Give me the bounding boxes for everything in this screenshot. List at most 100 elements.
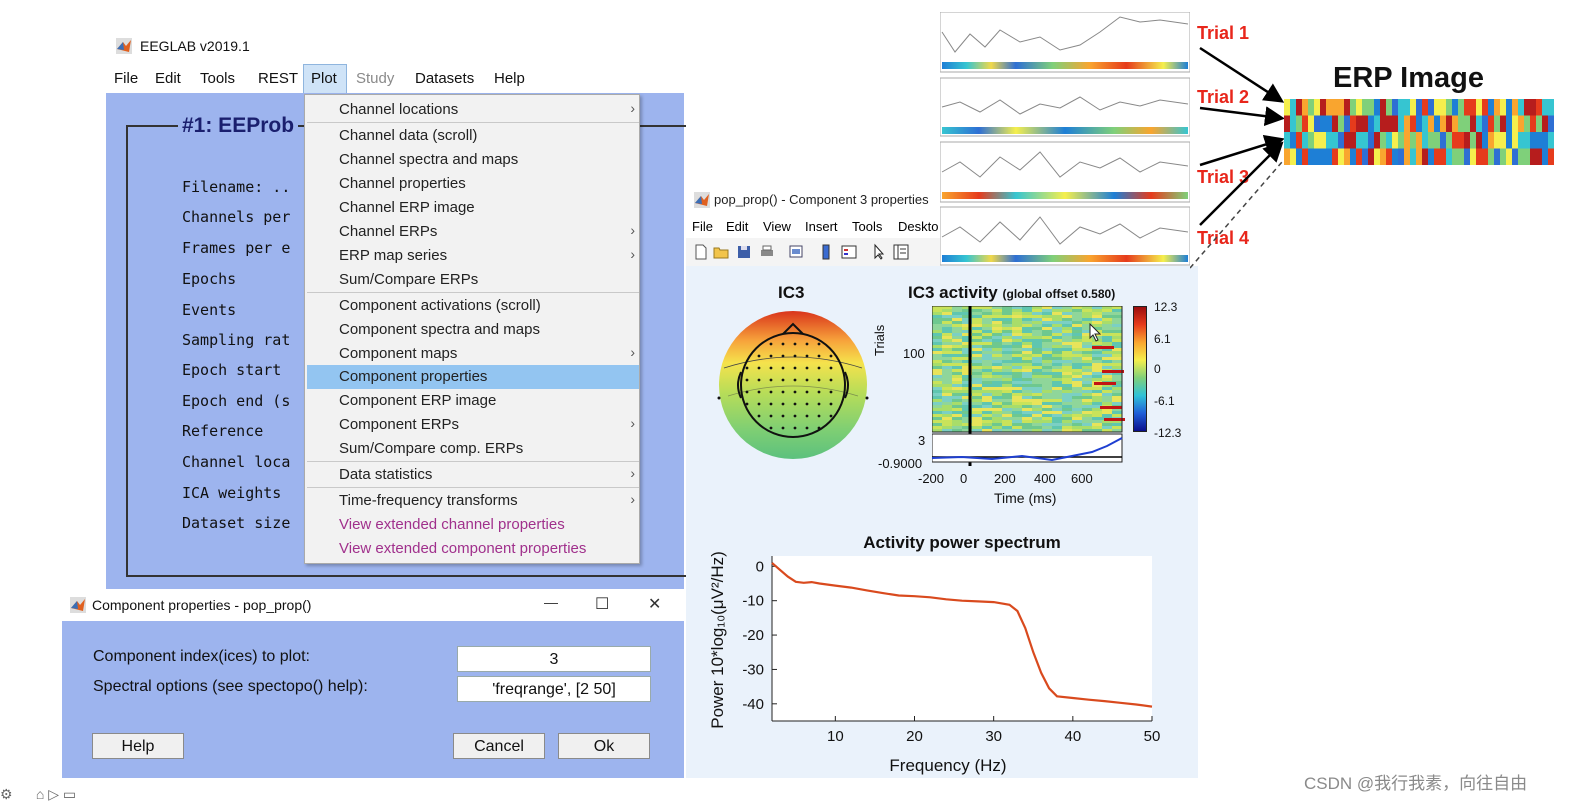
erp-stack-cell	[1308, 115, 1314, 132]
erp-image-cell	[1062, 372, 1072, 375]
figure-menu-insert[interactable]: Insert	[805, 219, 838, 234]
erp-image-cell	[1002, 378, 1012, 381]
erp-stack-cell	[1464, 132, 1470, 149]
erp-image-cell	[992, 429, 1002, 432]
erp-image-cell	[1022, 357, 1032, 360]
menu-item-time-frequency[interactable]: Time-frequency transforms ›	[339, 491, 635, 509]
minimize-icon[interactable]: —	[544, 594, 558, 610]
menu-file[interactable]: File	[114, 70, 139, 87]
erp-stack-cell	[1524, 115, 1530, 132]
spectral-options-input[interactable]: 'freqrange', [2 50]	[457, 676, 651, 702]
menu-item-channel-spectra[interactable]: Channel spectra and maps	[339, 151, 519, 168]
figure-menu-edit[interactable]: Edit	[726, 219, 749, 234]
erp-image-cell	[972, 315, 982, 318]
trials-tick-100: 100	[903, 346, 925, 361]
erp-image-cell	[1062, 339, 1072, 342]
field-ica-weights: ICA weights	[182, 484, 282, 502]
help-button[interactable]: Help	[92, 733, 184, 759]
print-icon[interactable]	[758, 243, 776, 261]
erp-stack-cell	[1500, 132, 1506, 149]
erp-image-cell	[1042, 426, 1052, 429]
erp-stack-cell	[1416, 148, 1422, 165]
menu-item-channel-erps[interactable]: Channel ERPs ›	[339, 222, 635, 240]
erp-image-cell	[992, 306, 1002, 309]
menu-item-component-erp-image[interactable]: Component ERP image	[339, 392, 497, 409]
menu-help[interactable]: Help	[494, 70, 525, 87]
figure-menu-view[interactable]: View	[763, 219, 791, 234]
menu-item-component-spectra[interactable]: Component spectra and maps	[339, 321, 540, 338]
menu-item-component-maps[interactable]: Component maps ›	[339, 344, 635, 362]
menu-item-channel-erp-image[interactable]: Channel ERP image	[339, 199, 475, 216]
property-inspector-icon[interactable]	[892, 243, 910, 261]
menu-item-channel-locations[interactable]: Channel locations ›	[339, 100, 635, 118]
erp-image-cell	[1112, 309, 1122, 312]
maximize-icon[interactable]: ☐	[595, 596, 610, 613]
menu-study[interactable]: Study	[356, 70, 395, 87]
erp-image-cell	[982, 414, 992, 417]
erp-image-cell	[1042, 378, 1052, 381]
menu-plot[interactable]: Plot	[311, 70, 337, 87]
erp-image-cell	[1112, 312, 1122, 315]
arrow-icon	[1199, 106, 1285, 127]
menu-item-channel-data-scroll[interactable]: Channel data (scroll)	[339, 127, 478, 144]
menu-item-erp-map-series[interactable]: ERP map series ›	[339, 246, 635, 264]
menu-tools[interactable]: Tools	[200, 70, 236, 87]
legend-icon[interactable]	[840, 243, 858, 261]
erp-image-cell	[1052, 336, 1062, 339]
menu-item-extended-component-properties[interactable]: View extended component properties	[339, 540, 587, 557]
menu-item-component-erps[interactable]: Component ERPs ›	[339, 415, 635, 433]
pointer-icon[interactable]	[870, 243, 888, 261]
figure-menu-tools[interactable]: Tools	[852, 219, 883, 234]
menu-item-extended-channel-properties[interactable]: View extended channel properties	[339, 516, 565, 533]
erp-trace	[932, 437, 1123, 462]
erp-stack-cell	[1404, 148, 1410, 165]
erp-stack-cell	[1506, 99, 1512, 116]
erp-image-cell	[1112, 384, 1122, 387]
open-folder-icon[interactable]	[712, 243, 730, 261]
arrow-icon	[1199, 141, 1284, 226]
erp-image-cell	[1012, 336, 1022, 339]
erp-image-cell	[962, 309, 972, 312]
erp-stack-cell	[1392, 148, 1398, 165]
menu-edit[interactable]: Edit	[155, 70, 181, 87]
new-file-icon[interactable]	[692, 243, 710, 261]
component-index-label: Component index(ices) to plot:	[93, 648, 310, 665]
menu-item-component-properties[interactable]: Component properties	[307, 365, 639, 389]
cancel-button[interactable]: Cancel	[453, 733, 545, 759]
ok-button[interactable]: Ok	[558, 733, 650, 759]
erp-image-cell	[1072, 306, 1082, 309]
erp-stack-cell	[1320, 99, 1326, 116]
save-icon[interactable]	[735, 243, 753, 261]
erp-image-cell	[1082, 354, 1092, 357]
field-epochs: Epochs	[182, 270, 237, 288]
erp-image-cell	[1102, 384, 1112, 387]
erp-image-cell	[952, 318, 962, 321]
figure-menu-file[interactable]: File	[692, 219, 713, 234]
menu-item-sum-compare-erps[interactable]: Sum/Compare ERPs	[339, 271, 479, 288]
close-icon[interactable]: ✕	[648, 596, 662, 613]
erp-image-cell	[1042, 429, 1052, 432]
component-index-input[interactable]: 3	[457, 646, 651, 672]
menu-item-data-statistics[interactable]: Data statistics ›	[339, 465, 635, 483]
menu-item-component-activations[interactable]: Component activations (scroll)	[339, 297, 541, 314]
link-figure-icon[interactable]	[787, 243, 805, 261]
erp-image-cell	[1052, 408, 1062, 411]
erp-stack-cell	[1488, 148, 1494, 165]
menu-item-channel-properties[interactable]: Channel properties	[339, 175, 466, 192]
erp-image-cell	[1042, 360, 1052, 363]
erp-image-cell	[1062, 342, 1072, 345]
menu-item-sum-compare-comp-erps[interactable]: Sum/Compare comp. ERPs	[339, 440, 524, 457]
figure-menu-desktop[interactable]: Deskto	[898, 219, 939, 234]
erp-image-cell	[992, 357, 1002, 360]
erp-image-cell	[992, 420, 1002, 423]
colorbar-icon[interactable]	[817, 243, 835, 261]
menu-datasets[interactable]: Datasets	[415, 70, 475, 87]
electrode-dot	[817, 354, 821, 358]
erp-image-cell	[952, 357, 962, 360]
erp-image-cell	[962, 375, 972, 378]
erp-image-cell	[1082, 396, 1092, 399]
erp-image-cell	[1104, 418, 1125, 421]
erp-image-cell	[1012, 426, 1022, 429]
erp-image-cell	[932, 342, 942, 345]
menu-rest[interactable]: REST	[258, 70, 299, 87]
